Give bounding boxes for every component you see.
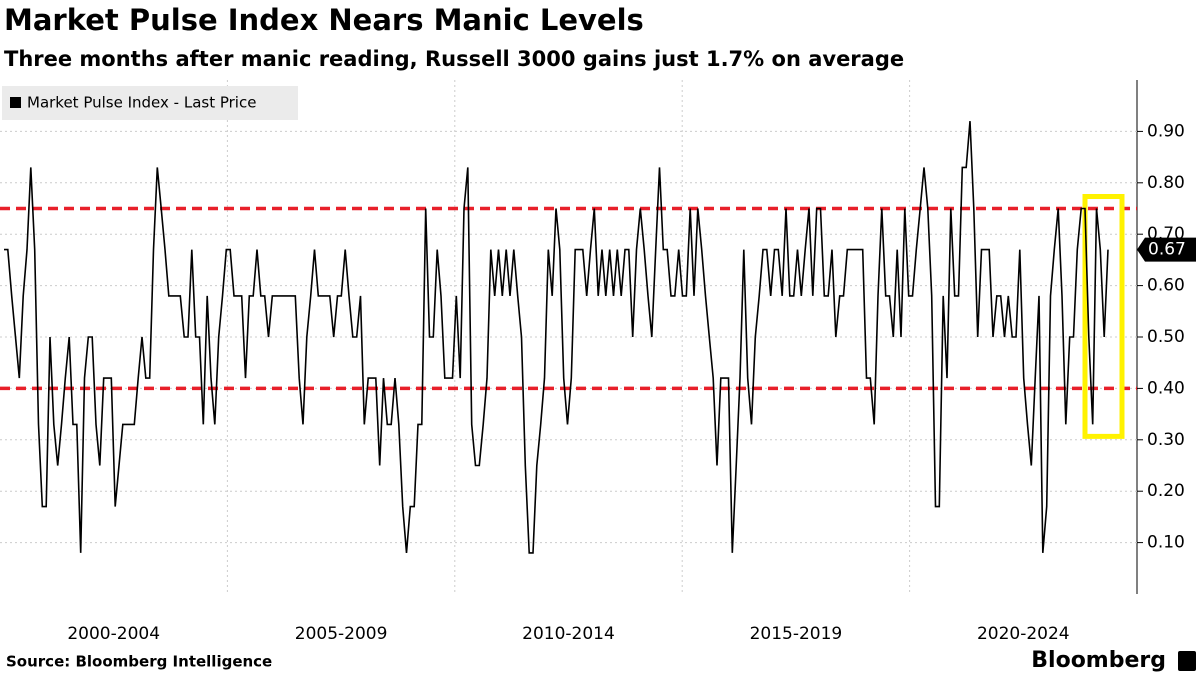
- x-tick-label: 2010-2014: [522, 624, 615, 644]
- highlight-box: [1082, 194, 1125, 439]
- chart-subtitle: Three months after manic reading, Russel…: [4, 47, 904, 71]
- x-tick-label: 2015-2019: [750, 624, 843, 644]
- y-tick-label: 0.10: [1147, 533, 1185, 553]
- x-tick-label: 2000-2004: [67, 624, 160, 644]
- y-tick-label: 0.40: [1147, 378, 1185, 398]
- y-tick-label: 0.80: [1147, 173, 1185, 193]
- last-price-tag: [1137, 237, 1196, 262]
- chart-title: Market Pulse Index Nears Manic Levels: [4, 3, 644, 37]
- legend-label: Market Pulse Index - Last Price: [27, 94, 256, 112]
- y-tick-label: 0.60: [1147, 276, 1185, 296]
- legend-swatch: [10, 97, 21, 108]
- x-tick-label: 2020-2024: [977, 624, 1070, 644]
- last-price-label: 0.67: [1148, 240, 1186, 260]
- y-tick-label: 0.20: [1147, 481, 1185, 501]
- y-tick-label: 0.30: [1147, 430, 1185, 450]
- y-tick-label: 0.50: [1147, 327, 1185, 347]
- source: Source: Bloomberg Intelligence: [6, 653, 272, 671]
- brand-icon: [1178, 651, 1196, 671]
- brand: Bloomberg: [1031, 648, 1166, 673]
- y-tick-label: 0.90: [1147, 121, 1185, 141]
- series-line: [4, 121, 1109, 554]
- x-tick-label: 2005-2009: [295, 624, 388, 644]
- legend-box: [2, 86, 298, 120]
